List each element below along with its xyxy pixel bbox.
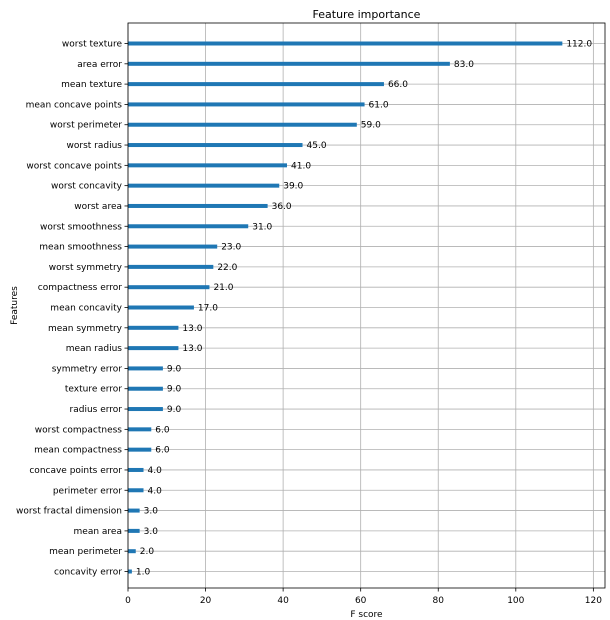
bar-value-label: 6.0 (155, 446, 170, 456)
bar-value-label: 3.0 (144, 527, 159, 537)
bar-value-label: 39.0 (283, 182, 303, 192)
bar-value-label: 9.0 (167, 364, 182, 374)
x-tick-label: 80 (433, 596, 445, 606)
y-tick-label: mean area (74, 527, 122, 537)
bar-value-label: 3.0 (144, 507, 159, 517)
y-tick-label: worst radius (67, 141, 123, 151)
y-tick-label: mean compactness (34, 446, 122, 456)
bar (128, 386, 163, 391)
bar (128, 528, 140, 533)
bar (128, 569, 132, 574)
y-tick-label: worst symmetry (49, 263, 123, 273)
bar-value-label: 23.0 (221, 243, 241, 253)
bar-value-label: 59.0 (361, 121, 381, 131)
bar-value-label: 83.0 (454, 60, 474, 70)
bar (128, 447, 152, 452)
bar-value-label: 2.0 (140, 547, 155, 557)
bar-value-label: 17.0 (198, 304, 218, 314)
bar-value-label: 41.0 (291, 161, 311, 171)
bar (128, 183, 280, 188)
bar-value-label: 9.0 (167, 405, 182, 415)
y-tick-label: mean symmetry (48, 324, 123, 334)
y-tick-label: mean texture (61, 80, 122, 90)
y-tick-label: mean smoothness (39, 243, 122, 253)
chart-title: Feature importance (313, 8, 421, 21)
plot-frame (127, 22, 606, 589)
y-tick-label: mean perimeter (49, 547, 122, 557)
x-axis-label: F score (350, 610, 383, 620)
bar (128, 163, 287, 168)
bar (128, 427, 152, 432)
x-tick-labels: 0 20 40 60 80 100 120 (125, 588, 602, 606)
y-tick-label: symmetry error (52, 364, 123, 374)
x-tick-label: 40 (277, 596, 289, 606)
y-tick-label: worst concavity (51, 182, 123, 192)
bar-value-label: 4.0 (148, 466, 163, 476)
y-tick-label: perimeter error (53, 486, 122, 496)
bar-value-label: 36.0 (272, 202, 292, 212)
value-labels-layer: 112.0 83.0 66.0 61.0 59.0 45.0 41.0 39.0 36.031.… (136, 40, 593, 578)
bar (128, 224, 249, 229)
y-tick-label: worst smoothness (40, 222, 122, 232)
x-tick-label: 60 (355, 596, 367, 606)
bar (128, 82, 384, 87)
bar-value-label: 31.0 (252, 222, 272, 232)
bar-value-label: 61.0 (369, 100, 389, 110)
y-tick-labels: worst texture area error mean texture mean … (16, 40, 128, 578)
bar (128, 488, 144, 493)
bar (128, 366, 163, 371)
bar (128, 549, 136, 554)
x-tick-label: 0 (125, 596, 131, 606)
bar (128, 508, 140, 513)
y-tick-label: concavity error (54, 568, 122, 578)
bar-value-label: 22.0 (217, 263, 237, 273)
y-tick-label: texture error (65, 385, 122, 395)
y-tick-label: mean concavity (50, 304, 122, 314)
y-tick-label: compactness error (38, 283, 122, 293)
bar (128, 143, 303, 148)
bars-layer (128, 41, 563, 574)
x-tick-label: 20 (200, 596, 212, 606)
bar-value-label: 112.0 (566, 40, 592, 50)
x-tick-label: 120 (585, 596, 602, 606)
y-tick-label: worst concave points (26, 161, 122, 171)
bar-value-label: 66.0 (388, 80, 408, 90)
bar (128, 346, 179, 351)
y-tick-label: mean radius (66, 344, 123, 354)
bar-value-label: 9.0 (167, 385, 182, 395)
bar (128, 61, 450, 66)
y-tick-label: radius error (70, 405, 123, 415)
bar (128, 305, 194, 310)
y-tick-label: worst fractal dimension (16, 507, 122, 517)
bar (128, 285, 210, 290)
bar (128, 122, 357, 127)
bar (128, 325, 179, 330)
bar-value-label: 13.0 (182, 344, 202, 354)
bar (128, 41, 563, 46)
y-tick-label: worst compactness (35, 425, 123, 435)
y-tick-label: worst texture (62, 40, 123, 50)
y-tick-label: concave points error (29, 466, 122, 476)
bar-value-label: 6.0 (155, 425, 170, 435)
bar (128, 467, 144, 472)
y-tick-label: area error (77, 60, 122, 70)
bar (128, 264, 214, 269)
bar-value-label: 21.0 (213, 283, 233, 293)
bar (128, 203, 268, 208)
bar-value-label: 13.0 (182, 324, 202, 334)
x-tick-label: 100 (507, 596, 524, 606)
y-axis-label: Features (10, 286, 20, 325)
y-tick-label: worst perimeter (50, 121, 122, 131)
bar-value-label: 1.0 (136, 568, 151, 578)
bar (128, 244, 218, 249)
bar-value-label: 4.0 (148, 486, 163, 496)
bar (128, 102, 365, 107)
bar-value-label: 45.0 (307, 141, 327, 151)
bar (128, 407, 163, 412)
y-tick-label: mean concave points (26, 100, 123, 110)
y-tick-label: worst area (74, 202, 122, 212)
